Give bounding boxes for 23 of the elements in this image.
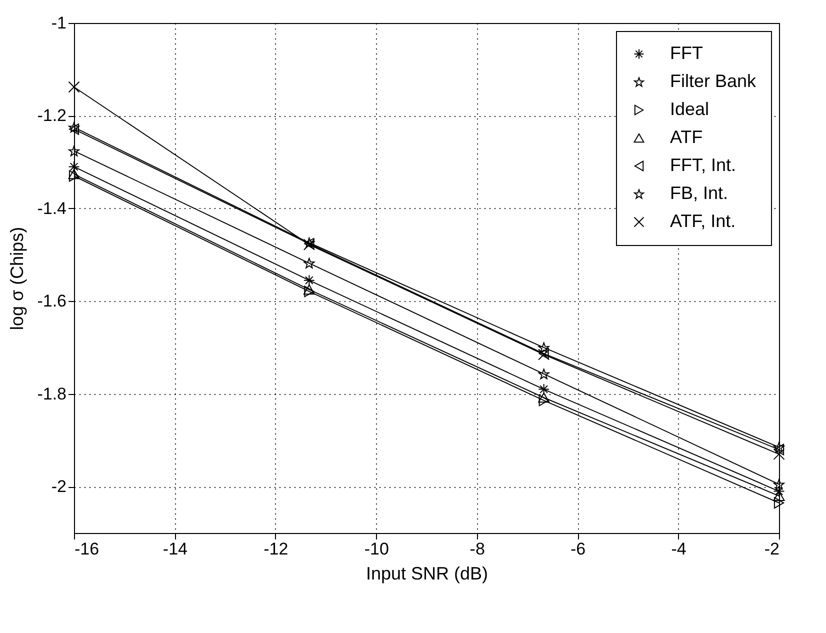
legend-label: ATF bbox=[670, 127, 703, 147]
y-tick-label: -1 bbox=[51, 14, 66, 32]
x-tick-label: -12 bbox=[264, 540, 288, 558]
y-tick-label: -1.2 bbox=[37, 106, 66, 126]
x-tick-label: -14 bbox=[162, 540, 188, 558]
x-tick-label: -2 bbox=[764, 540, 780, 558]
y-axis-title: log σ (Chips) bbox=[7, 226, 28, 330]
legend-label: FFT bbox=[670, 43, 703, 63]
legend-label: FB, Int. bbox=[670, 183, 728, 203]
x-tick-label: -6 bbox=[570, 540, 586, 558]
x-tick-label: -8 bbox=[470, 540, 485, 558]
x-axis-title: Input SNR (dB) bbox=[366, 564, 488, 584]
legend-label: Filter Bank bbox=[670, 71, 758, 91]
legend-label: ATF, Int. bbox=[670, 211, 736, 231]
x-tick-label: -16 bbox=[74, 540, 100, 558]
legend-label: FFT, Int. bbox=[670, 155, 736, 175]
y-tick-label: -1.8 bbox=[37, 384, 66, 404]
y-tick-label: -2 bbox=[51, 477, 66, 496]
x-tick-label: -10 bbox=[364, 540, 389, 558]
legend-label: Ideal bbox=[670, 99, 710, 119]
y-tick-label: -1.4 bbox=[37, 198, 66, 218]
x-tick-label: -4 bbox=[671, 540, 686, 558]
y-tick-label: -1.6 bbox=[37, 292, 66, 311]
